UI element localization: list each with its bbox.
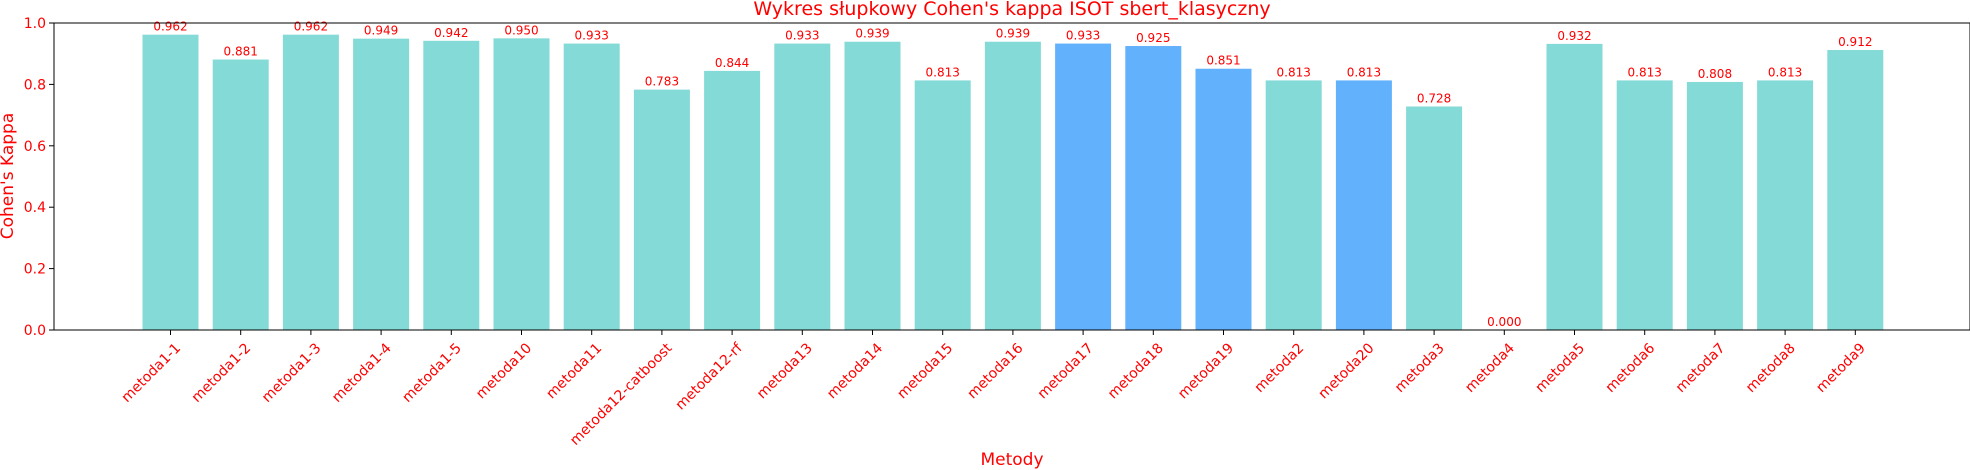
bar-value-label: 0.939: [855, 27, 889, 41]
y-tick-label: 0.6: [24, 139, 46, 155]
bar-value-label: 0.844: [715, 56, 749, 70]
y-tick-label: 0.2: [24, 262, 46, 278]
bar-metoda16: [984, 41, 1041, 331]
bar-value-label: 0.000: [1487, 315, 1521, 329]
x-tick-label: metoda12-rf: [673, 340, 747, 414]
bar-value-label: 0.942: [434, 26, 468, 40]
bar-metoda14: [844, 41, 901, 331]
bar-value-label: 0.813: [1277, 65, 1311, 79]
plot-frame: [53, 22, 1970, 331]
bar-value-label: 0.939: [996, 27, 1030, 41]
bar-value-label: 0.813: [1347, 65, 1381, 79]
bar-metoda12-catboost: [633, 89, 690, 330]
y-axis: 0.0 0.2 0.4 0.6 0.8 1.0: [24, 16, 54, 339]
bar-metoda11: [563, 43, 620, 330]
bar-metoda8: [1757, 80, 1814, 330]
bars: [142, 34, 1884, 331]
bar-value-label: 0.950: [504, 23, 538, 37]
x-tick-label: metoda18: [1105, 340, 1167, 402]
bar-value-label: 0.933: [1066, 29, 1100, 43]
bar-metoda1-2: [212, 59, 269, 331]
bar-metoda6: [1616, 80, 1673, 330]
x-tick-label: metoda13: [754, 340, 816, 402]
bar-value-label: 0.933: [785, 29, 819, 43]
bar-value-label: 0.851: [1206, 54, 1240, 68]
x-axis-label: Metody: [980, 450, 1043, 470]
bar-value-label: 0.912: [1838, 35, 1872, 49]
y-tick-label: 0.8: [24, 77, 46, 93]
x-tick-label: metoda6: [1603, 340, 1659, 396]
bar-value-label: 0.925: [1136, 31, 1170, 45]
chart-title: Wykres słupkowy Cohen's kappa ISOT sbert…: [753, 0, 1270, 20]
bar-metoda12-rf: [704, 70, 761, 330]
x-tick-label: metoda2: [1252, 340, 1308, 396]
bar-value-label: 0.962: [294, 20, 328, 34]
bar-value-label: 0.949: [364, 24, 398, 38]
x-tick-label: metoda17: [1035, 340, 1097, 402]
x-tick-label: metoda1-5: [399, 340, 465, 406]
bar-value-label: 0.813: [1768, 65, 1802, 79]
x-tick-label: metoda1-1: [119, 340, 185, 406]
x-tick-label: metoda15: [894, 340, 956, 402]
bar-value-label: 0.783: [645, 75, 679, 89]
x-tick-label: metoda4: [1462, 340, 1518, 396]
bar-value-label: 0.813: [1628, 65, 1662, 79]
x-tick-label: metoda20: [1316, 340, 1378, 402]
x-tick-label: metoda1-2: [189, 340, 255, 406]
bar-metoda1-5: [423, 40, 480, 330]
bar-value-label: 0.962: [153, 20, 187, 34]
x-tick-label: metoda16: [965, 340, 1027, 402]
x-tick-label: metoda9: [1813, 340, 1869, 396]
bar-value-label: 0.728: [1417, 92, 1451, 106]
x-tick-label: metoda14: [824, 340, 886, 402]
bar-value-label: 0.813: [926, 65, 960, 79]
x-tick-label: metoda19: [1175, 340, 1237, 402]
bar-metoda2: [1265, 80, 1322, 330]
bar-metoda13: [774, 43, 831, 330]
bar-value-label: 0.808: [1698, 67, 1732, 81]
bar-value-labels: 0.962 0.881 0.962 0.949 0.942 0.950 0.933 0.783…: [153, 20, 1872, 329]
bar-value-label: 0.932: [1557, 29, 1591, 43]
bar-metoda5: [1546, 43, 1603, 330]
x-tick-label: metoda11: [543, 340, 605, 402]
y-axis-label: Cohen's Kappa: [0, 113, 18, 239]
x-tick-label: metoda10: [473, 340, 535, 402]
bar-metoda18: [1125, 46, 1182, 331]
bar-metoda3: [1406, 106, 1463, 330]
bar-metoda1-1: [142, 34, 199, 330]
x-tick-label: metoda1-4: [329, 340, 395, 406]
x-tick-label: metoda7: [1673, 340, 1729, 396]
bar-metoda10: [493, 38, 550, 330]
y-tick-label: 0.0: [24, 323, 46, 339]
bar-metoda1-4: [353, 38, 410, 330]
bar-metoda1-3: [282, 34, 339, 330]
bar-metoda15: [914, 80, 971, 330]
bar-metoda17: [1055, 43, 1112, 330]
x-tick-label: metoda1-3: [259, 340, 325, 406]
bar-value-label: 0.881: [224, 45, 258, 59]
bar-metoda7: [1686, 81, 1743, 330]
bar-metoda9: [1827, 50, 1884, 331]
bar-metoda19: [1195, 68, 1252, 331]
bar-metoda20: [1335, 80, 1392, 330]
x-tick-label: metoda3: [1392, 340, 1448, 396]
x-tick-label: metoda8: [1743, 340, 1799, 396]
y-tick-label: 0.4: [24, 200, 46, 216]
x-axis: metoda1-1 metoda1-2 metoda1-3 metoda1-4 meto…: [119, 330, 1869, 449]
x-tick-label: metoda5: [1532, 340, 1588, 396]
y-tick-label: 1.0: [24, 16, 46, 32]
bar-value-label: 0.933: [575, 29, 609, 43]
